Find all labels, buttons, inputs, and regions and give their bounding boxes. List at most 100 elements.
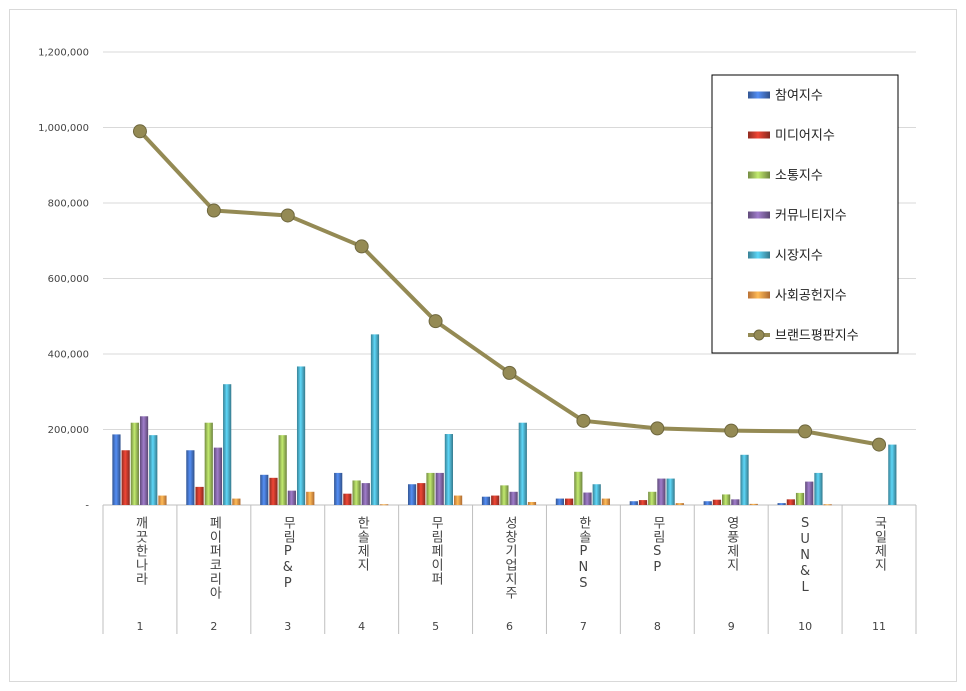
category-index: 8	[654, 620, 661, 633]
bar-소통지수	[130, 422, 139, 505]
point-브랜드평판지수	[280, 208, 295, 223]
legend-label: 소통지수	[775, 169, 823, 184]
category-index: 10	[798, 620, 812, 633]
legend-swatch	[748, 131, 770, 139]
bar-미디어지수	[786, 499, 795, 505]
bar-사회공헌지수	[232, 498, 241, 505]
bar-시장지수	[149, 435, 158, 505]
bar-커뮤니티지수	[213, 447, 223, 505]
point-브랜드평판지수	[428, 314, 443, 329]
bar-소통지수	[278, 435, 287, 505]
category-index: 6	[506, 620, 513, 633]
y-tick-label: 200,000	[48, 425, 89, 436]
category-label: 무림SP	[650, 516, 665, 576]
category-index: 7	[580, 620, 587, 633]
bar-사회공헌지수	[823, 504, 832, 506]
point-브랜드평판지수	[132, 124, 147, 139]
bar-커뮤니티지수	[139, 416, 149, 505]
bar-소통지수	[648, 491, 657, 505]
bar-커뮤니티지수	[435, 472, 444, 505]
y-tick-label: 1,200,000	[38, 48, 89, 59]
legend-marker	[753, 329, 765, 341]
bar-사회공헌지수	[380, 504, 389, 506]
category-index: 4	[358, 620, 365, 633]
bar-미디어지수	[195, 486, 204, 505]
bar-사회공헌지수	[527, 501, 537, 505]
category-label: 한솔제지	[354, 516, 369, 572]
bar-시장지수	[888, 444, 897, 505]
point-브랜드평판지수	[798, 424, 813, 439]
category-index: 9	[728, 620, 735, 633]
category-label: SUN&L	[798, 516, 813, 596]
category-label: 깨끗한나라	[132, 516, 147, 586]
bar-소통지수	[352, 480, 361, 505]
y-tick-label: -	[85, 501, 89, 512]
bar-사회공헌지수	[306, 491, 315, 505]
bar-시장지수	[518, 422, 527, 505]
bar-소통지수	[500, 485, 509, 505]
y-tick-label: 600,000	[48, 274, 89, 285]
bar-사회공헌지수	[453, 495, 463, 505]
category-index: 3	[284, 620, 291, 633]
bar-소통지수	[574, 471, 583, 505]
bar-소통지수	[795, 492, 805, 505]
bar-사회공헌지수	[158, 495, 167, 505]
bar-참여지수	[555, 498, 565, 505]
category-label: 한솔PNS	[576, 516, 591, 592]
category-label: 성창기업지주	[502, 516, 517, 600]
bar-소통지수	[426, 472, 435, 505]
point-브랜드평판지수	[724, 423, 739, 438]
y-axis: - 200,000 400,000 600,000 800,000 1,000,000 1,…	[38, 48, 89, 512]
bar-커뮤니티지수	[805, 481, 814, 505]
bar-사회공헌지수	[749, 503, 758, 505]
bar-커뮤니티지수	[509, 491, 518, 505]
bar-시장지수	[370, 334, 380, 505]
legend-label: 시장지수	[775, 249, 823, 264]
bar-시장지수	[740, 454, 749, 505]
category-label: 국일제지	[872, 516, 887, 572]
bar-사회공헌지수	[601, 498, 611, 505]
point-브랜드평판지수	[872, 437, 887, 452]
category-index: 1	[136, 620, 143, 633]
bar-시장지수	[296, 366, 306, 505]
category-table: 깨끗한나라 1 페이퍼코리아 2 무림P&P 3 한솔제지 4 무림페이퍼 5 성창기업지주 6 한솔P…	[102, 504, 917, 634]
bar-미디어지수	[638, 500, 648, 505]
legend-swatch	[748, 91, 770, 99]
bar-참여지수	[703, 501, 712, 505]
category-label: 무림P&P	[280, 516, 295, 592]
legend-label: 사회공헌지수	[775, 289, 847, 304]
category-index: 5	[432, 620, 439, 633]
bar-커뮤니티지수	[657, 478, 666, 505]
bar-참여지수	[777, 503, 786, 505]
point-브랜드평판지수	[206, 203, 221, 218]
bar-소통지수	[722, 494, 731, 505]
legend-swatch	[748, 251, 770, 259]
legend-label: 미디어지수	[775, 129, 835, 144]
y-tick-label: 1,000,000	[38, 123, 89, 134]
legend-label: 참여지수	[775, 89, 823, 104]
bar-시장지수	[444, 434, 453, 505]
bar-사회공헌지수	[675, 503, 684, 505]
bar-참여지수	[481, 496, 491, 505]
y-tick-label: 800,000	[48, 199, 89, 210]
bar-커뮤니티지수	[361, 483, 370, 505]
bar-참여지수	[334, 472, 343, 505]
legend-swatch	[748, 211, 770, 219]
category-index: 2	[210, 620, 217, 633]
bar-미디어지수	[121, 450, 130, 505]
bar-미디어지수	[269, 477, 278, 505]
y-tick-label: 400,000	[48, 350, 89, 361]
bar-커뮤니티지수	[731, 499, 740, 505]
bar-커뮤니티지수	[583, 492, 592, 505]
point-브랜드평판지수	[354, 239, 369, 254]
bar-참여지수	[407, 484, 417, 505]
category-label: 영풍제지	[724, 516, 739, 572]
bar-참여지수	[629, 501, 638, 505]
bar-참여지수	[186, 450, 195, 505]
bar-시장지수	[223, 384, 232, 505]
legend-box	[711, 74, 899, 354]
bar-미디어지수	[491, 495, 500, 505]
legend-swatch	[748, 291, 770, 299]
